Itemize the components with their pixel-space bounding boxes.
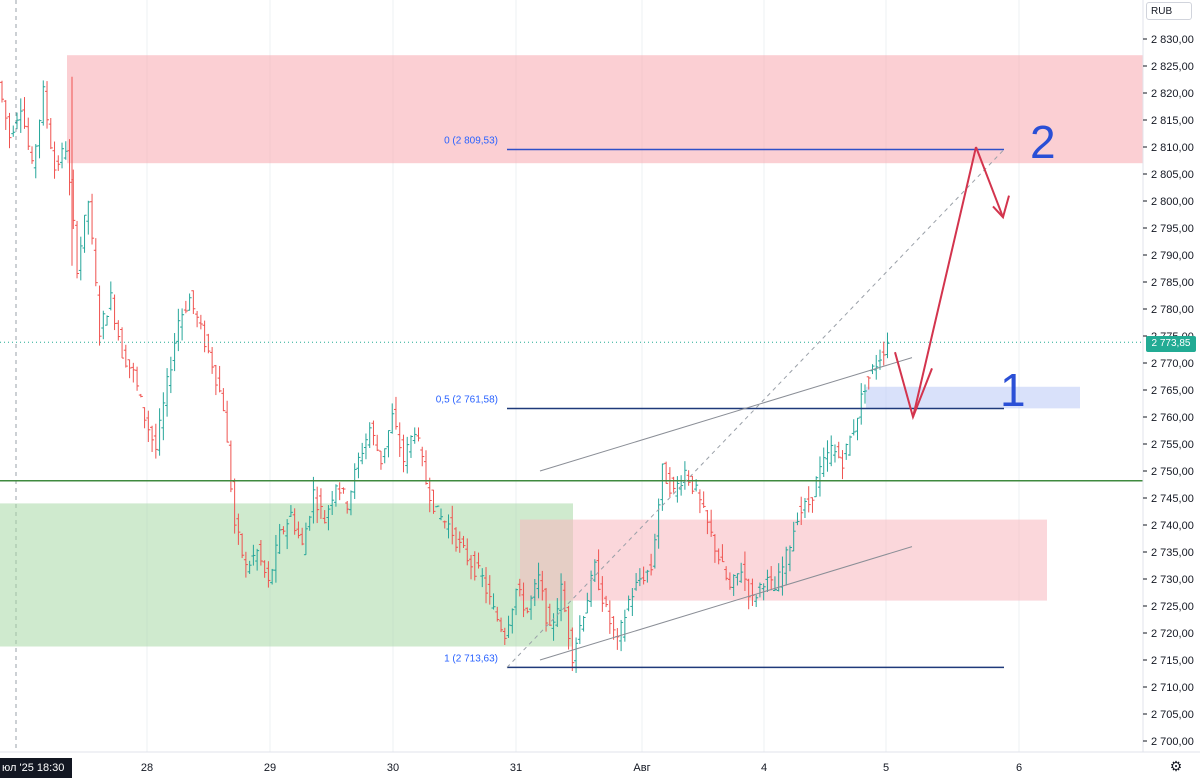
- y-tick-label: 2 725,00: [1151, 601, 1194, 613]
- y-axis[interactable]: 2 700,00 2 705,00 2 710,00 2 715,00 2 720,00…: [1142, 0, 1194, 752]
- candles: [0, 76, 890, 673]
- y-tick-label: 2 760,00: [1151, 412, 1194, 424]
- y-tick-label: 2 700,00: [1151, 736, 1194, 748]
- annotation-2: 2: [1030, 116, 1056, 168]
- y-tick-label: 2 740,00: [1151, 520, 1194, 532]
- y-tick-label: 2 720,00: [1151, 628, 1194, 640]
- fib-level-label: 0,5 (2 761,58): [436, 394, 498, 405]
- y-tick-label: 2 765,00: [1151, 385, 1194, 397]
- current-price-badge: 2 773,85: [1146, 336, 1196, 352]
- overlays: 0 (2 809,53) 0,5 (2 761,58) 1 (2 713,63) 1 2: [0, 116, 1143, 669]
- x-axis[interactable]: 28 29 30 31 Авг 4 5 6: [0, 751, 1200, 774]
- y-tick-label: 2 785,00: [1151, 277, 1194, 289]
- x-tick-label: 29: [264, 762, 276, 774]
- demand-zone: [520, 519, 1047, 601]
- x-tick-label: Авг: [633, 762, 650, 774]
- arrow-down-line: [975, 146, 1004, 218]
- y-tick-label: 2 770,00: [1151, 358, 1194, 370]
- x-tick-label: 6: [1016, 762, 1022, 774]
- y-tick-label: 2 790,00: [1151, 250, 1194, 262]
- zones: [0, 55, 1143, 647]
- y-tick-label: 2 805,00: [1151, 169, 1194, 181]
- support-zone: [0, 503, 573, 647]
- x-tick-label: 30: [387, 762, 399, 774]
- fib-level-label: 1 (2 713,63): [444, 653, 498, 664]
- y-tick-label: 2 795,00: [1151, 223, 1194, 235]
- y-tick-label: 2 755,00: [1151, 439, 1194, 451]
- y-tick-label: 2 815,00: [1151, 115, 1194, 127]
- resistance-zone: [67, 55, 1143, 164]
- x-tick-label: 31: [510, 762, 522, 774]
- arrow-tip-low: [894, 351, 933, 421]
- fib-level-label: 0 (2 809,53): [444, 136, 498, 147]
- y-tick-label: 2 810,00: [1151, 142, 1194, 154]
- gear-icon[interactable]: ⚙: [1169, 758, 1183, 774]
- y-tick-label: 2 750,00: [1151, 466, 1194, 478]
- crosshair-date-label: юл '25 18:30: [0, 758, 72, 778]
- y-tick-label: 2 705,00: [1151, 709, 1194, 721]
- channel-lower-line: [539, 546, 913, 661]
- y-tick-label: 2 735,00: [1151, 547, 1194, 559]
- arrow-up-line: [912, 146, 977, 418]
- y-tick-label: 2 800,00: [1151, 196, 1194, 208]
- x-tick-label: 5: [883, 762, 889, 774]
- annotation-1: 1: [1000, 364, 1026, 416]
- y-tick-label: 2 715,00: [1151, 655, 1194, 667]
- y-tick-label: 2 730,00: [1151, 574, 1194, 586]
- entry-zone: [866, 386, 1080, 409]
- channel-upper-line: [539, 357, 913, 472]
- y-tick-label: 2 745,00: [1151, 493, 1194, 505]
- y-tick-label: 2 825,00: [1151, 61, 1194, 73]
- x-tick-label: 28: [141, 762, 153, 774]
- currency-selector[interactable]: RUB: [1146, 2, 1192, 20]
- y-tick-label: 2 830,00: [1151, 34, 1194, 46]
- y-tick-label: 2 780,00: [1151, 304, 1194, 316]
- y-tick-label: 2 820,00: [1151, 88, 1194, 100]
- y-tick-label: 2 710,00: [1151, 682, 1194, 694]
- x-tick-label: 4: [761, 762, 767, 774]
- arrow-tip-down: [992, 195, 1010, 220]
